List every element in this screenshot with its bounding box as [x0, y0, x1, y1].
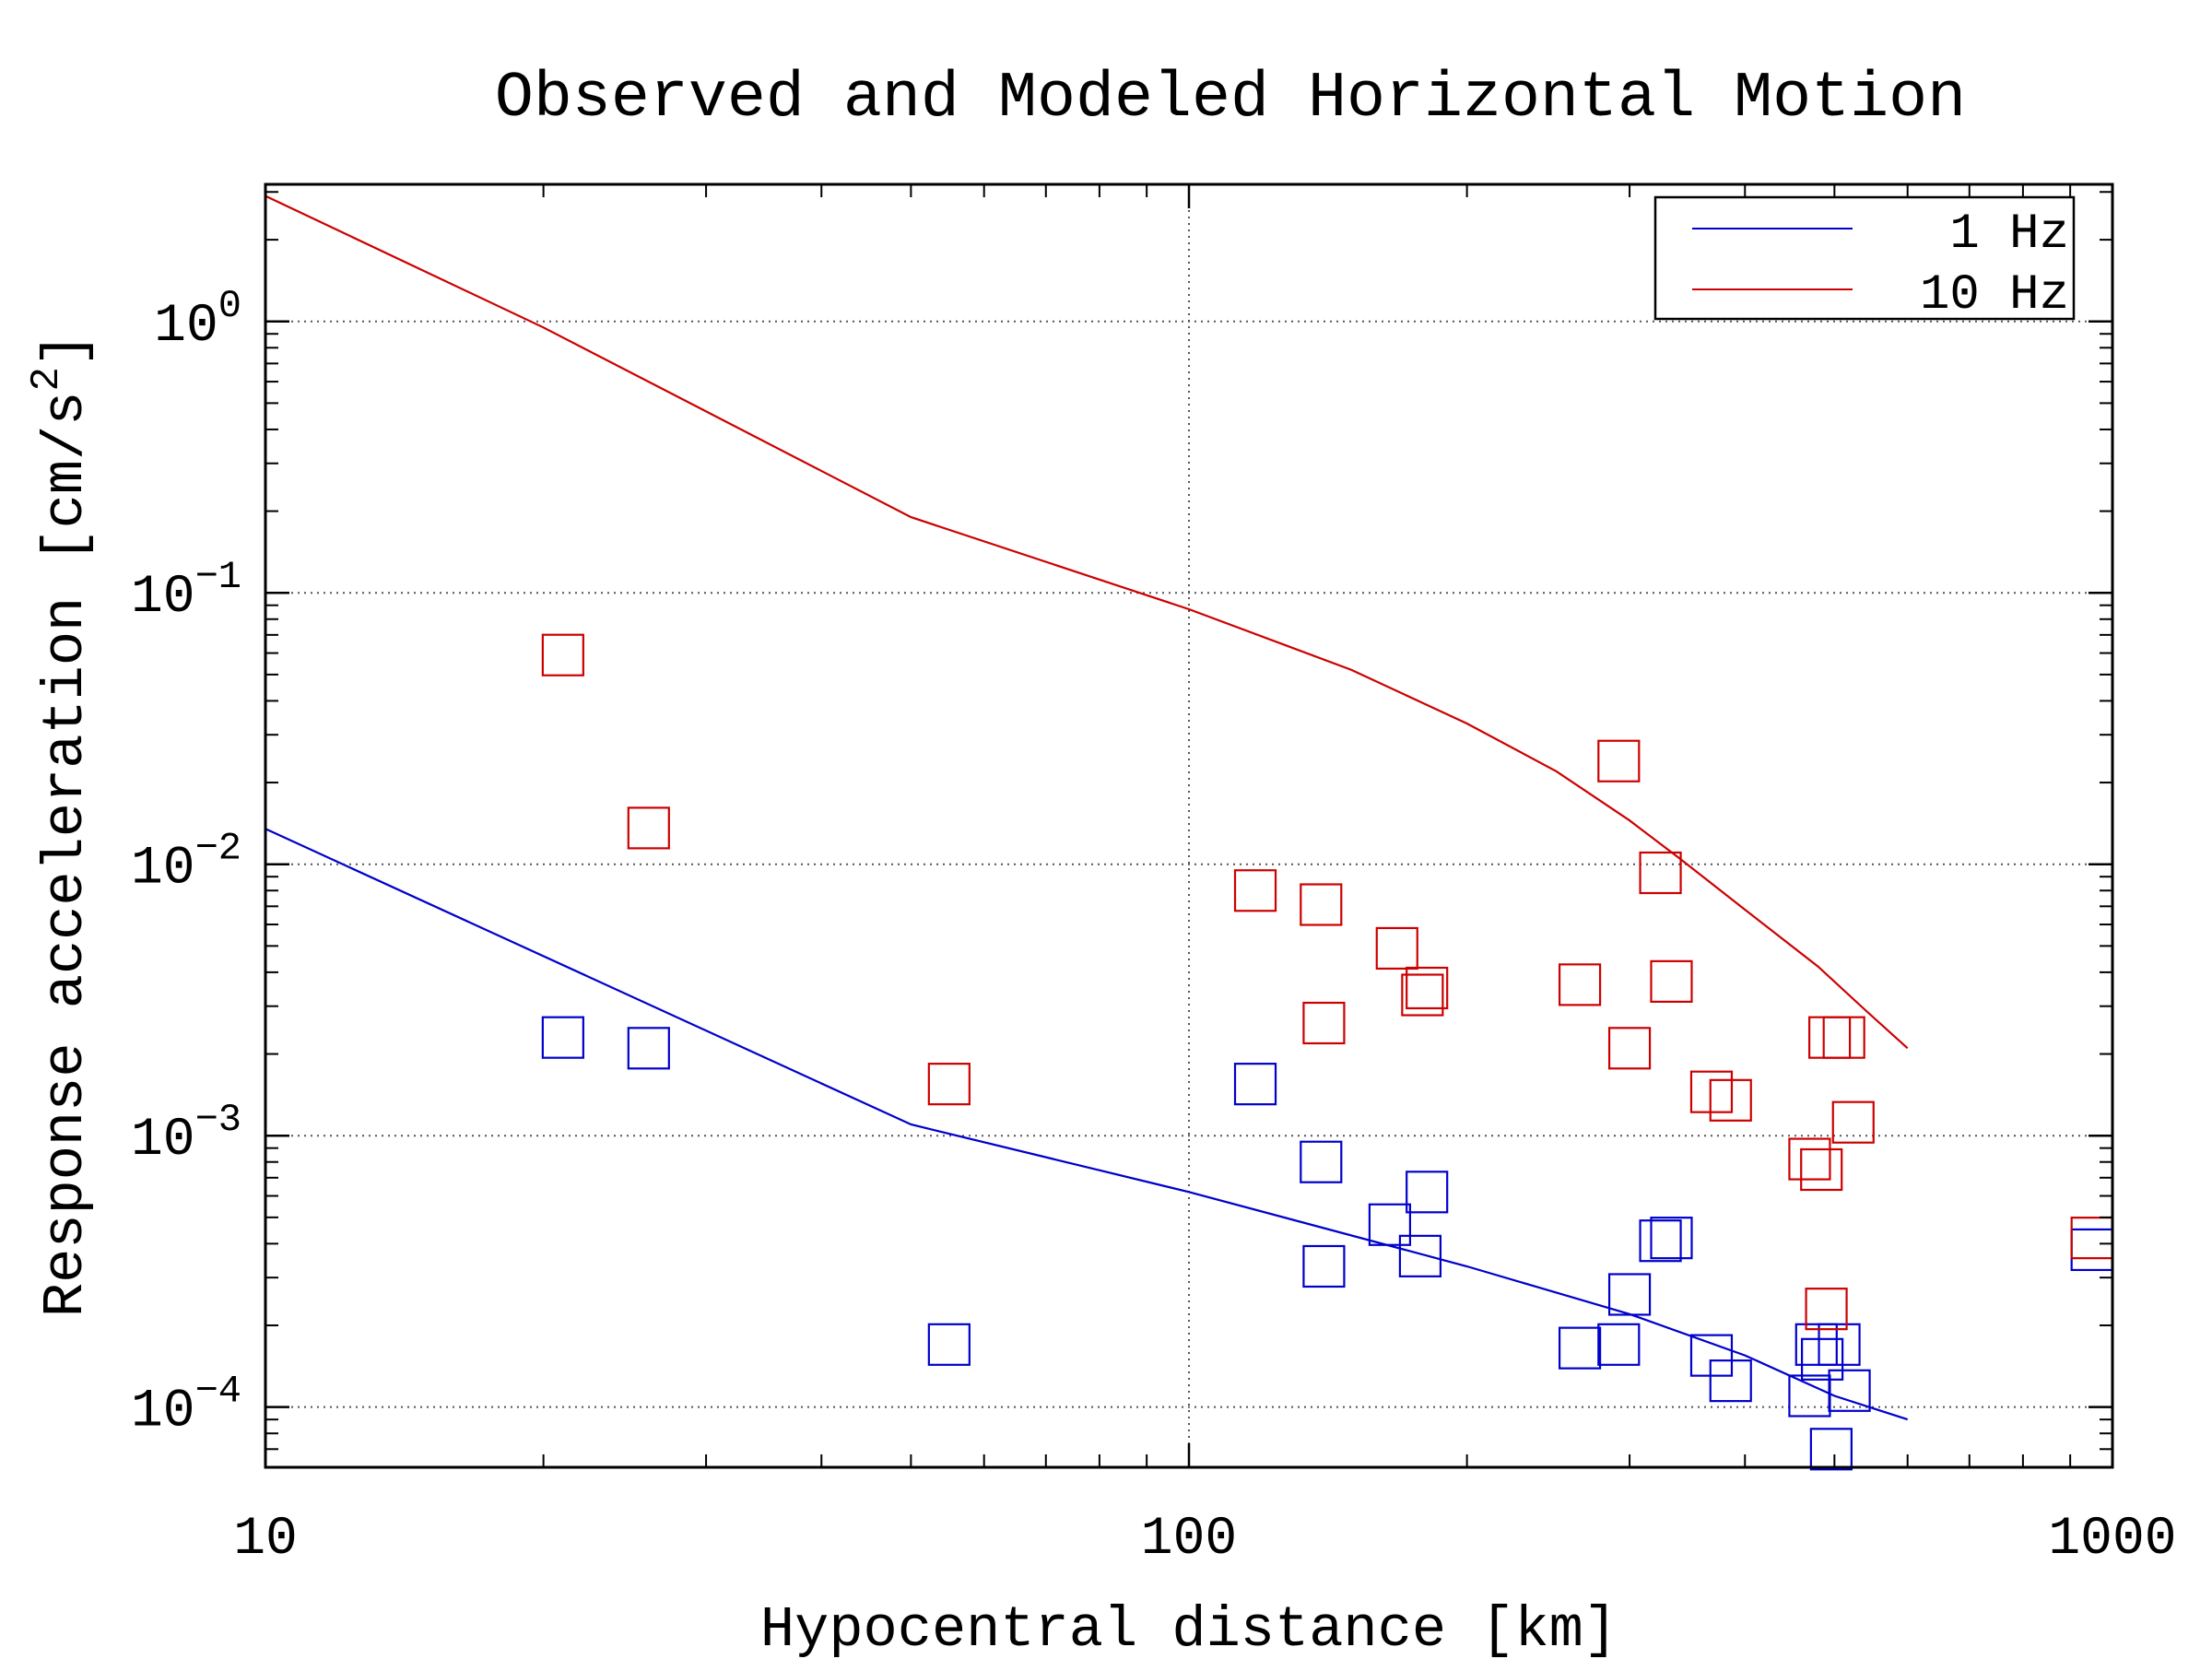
y-tick-exponent: 0: [218, 284, 241, 328]
observed-marker-1-hz: [1597, 1323, 1641, 1366]
legend-box: [1653, 195, 2076, 321]
observed-marker-1-hz: [1809, 1428, 1853, 1471]
y-tick-exponent: −1: [195, 555, 241, 599]
observed-marker-10-hz: [1300, 883, 1343, 926]
observed-marker-10-hz: [1822, 1016, 1865, 1059]
grid: [265, 184, 2112, 1467]
y-axis-label-superscript: 2: [24, 367, 70, 391]
observed-marker-1-hz: [1300, 1140, 1343, 1183]
legend: 1 Hz 10 Hz: [1653, 195, 2076, 324]
observed-marker-1-hz: [1788, 1374, 1831, 1418]
observed-marker-10-hz: [1800, 1147, 1843, 1192]
observed-marker-10-hz: [1558, 963, 1602, 1006]
observed-marker-1-hz: [1794, 1323, 1838, 1366]
y-tick-base: 10: [131, 568, 195, 628]
observed-marker-1-hz: [1828, 1369, 1871, 1412]
observed-marker-10-hz: [1650, 959, 1693, 1003]
observed-marker-1-hz: [927, 1323, 971, 1366]
observed-marker-10-hz: [1709, 1078, 1752, 1122]
x-tick-label: 1000: [2048, 1510, 2176, 1570]
observed-marker-1-hz: [1650, 1217, 1693, 1260]
y-tick-label: 10−4: [131, 1370, 241, 1442]
observed-marker-1-hz: [1302, 1244, 1346, 1288]
observed-marker-10-hz: [2070, 1217, 2113, 1260]
observed-marker-1-hz: [1709, 1359, 1752, 1403]
observed-marker-1-hz: [1233, 1063, 1277, 1106]
observed-marker-1-hz: [1368, 1203, 1412, 1246]
x-tick-labels: 10 100 1000: [233, 1510, 2176, 1570]
observed-marker-1-hz: [1639, 1219, 1682, 1263]
y-tick-base: 10: [131, 1111, 195, 1171]
observed-marker-10-hz: [1788, 1137, 1831, 1181]
y-tick-exponent: −3: [195, 1098, 241, 1142]
x-tick-label: 10: [233, 1510, 298, 1570]
y-tick-base: 10: [154, 297, 218, 357]
legend-label-10hz: 10 Hz: [1920, 267, 2069, 324]
model-line-1-hz: [265, 828, 1909, 1421]
y-tick-label: 10−2: [131, 827, 241, 900]
observed-marker-1-hz: [627, 1027, 670, 1070]
observed-marker-10-hz: [1597, 739, 1641, 782]
y-axis-label-text: Response acceleration [cm/s: [33, 392, 99, 1318]
observed-marker-1-hz: [1406, 1171, 1449, 1214]
y-tick-exponent: −2: [195, 827, 241, 871]
observed-marker-10-hz: [1375, 926, 1418, 971]
observed-marker-1-hz: [1398, 1234, 1442, 1277]
observed-marker-10-hz: [1689, 1070, 1734, 1113]
observed-marker-1-hz: [2070, 1228, 2113, 1272]
observed-marker-10-hz: [627, 806, 670, 850]
observed-marker-10-hz: [1831, 1100, 1875, 1144]
y-axis-label: Response acceleration [cm/s2]: [24, 333, 99, 1317]
y-tick-exponent: −4: [195, 1370, 241, 1414]
observed-marker-10-hz: [541, 633, 584, 677]
plot-frame: [264, 182, 2114, 1469]
observed-marker-10-hz: [1639, 851, 1682, 895]
model-lines: [265, 194, 1909, 1421]
observed-marker-10-hz: [927, 1063, 971, 1106]
legend-label-1hz: 1 Hz: [1949, 206, 2069, 263]
observed-marker-10-hz: [1607, 1027, 1652, 1070]
observed-marker-10-hz: [1401, 973, 1444, 1017]
observed-marker-10-hz: [1406, 966, 1449, 1010]
observed-marker-10-hz: [1233, 869, 1277, 912]
x-tick-label: 100: [1141, 1510, 1237, 1570]
y-tick-base: 10: [131, 840, 195, 900]
observed-marker-1-hz: [1801, 1337, 1844, 1381]
observed-marker-10-hz: [1805, 1288, 1848, 1331]
observed-marker-10-hz: [1808, 1016, 1852, 1059]
y-tick-base: 10: [131, 1382, 195, 1442]
y-tick-label: 10−3: [131, 1098, 241, 1171]
observed-marker-1-hz: [1689, 1334, 1734, 1377]
observed-marker-1-hz: [1607, 1273, 1652, 1316]
x-axis-label: Hypocentral distance [km]: [760, 1597, 1618, 1659]
y-axis-label-close: ]: [33, 333, 99, 367]
y-tick-label: 10−1: [131, 555, 241, 628]
chart-title: Observed and Modeled Horizontal Motion: [495, 63, 1966, 135]
observed-marker-1-hz: [541, 1016, 584, 1059]
y-tick-label: 100: [154, 284, 241, 357]
observed-marker-1-hz: [1558, 1326, 1602, 1370]
observed-markers: [541, 633, 2113, 1471]
model-line-10-hz: [265, 194, 1909, 1050]
observed-marker-10-hz: [1302, 1001, 1346, 1045]
observed-marker-1-hz: [1818, 1323, 1861, 1366]
